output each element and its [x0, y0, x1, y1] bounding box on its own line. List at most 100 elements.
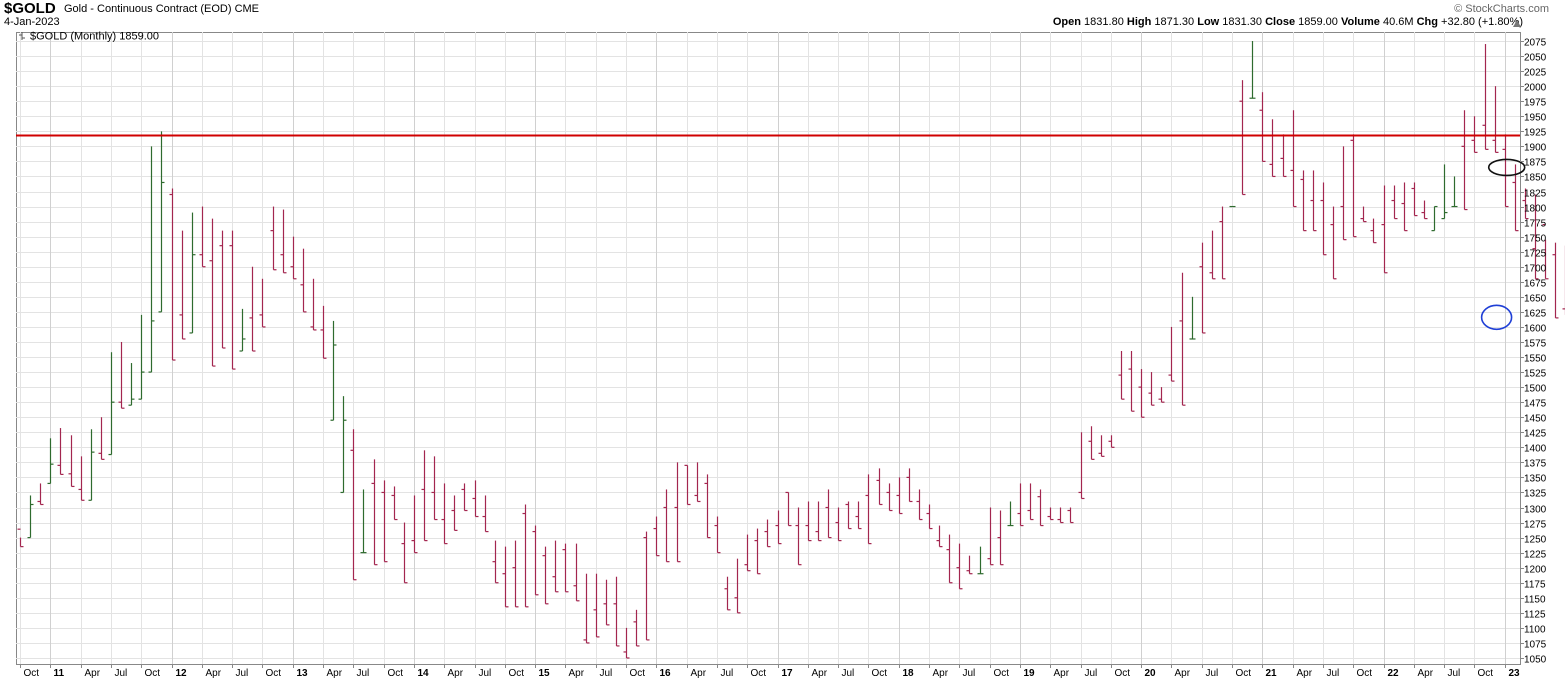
x-tick-label: Jul: [721, 668, 734, 679]
ohlc-bar: [704, 474, 711, 539]
ohlc-bar: [98, 417, 105, 460]
ohlc-bar: [603, 579, 610, 626]
ohlc-bar: [573, 543, 580, 602]
y-tick-label: 1525: [1524, 369, 1547, 380]
x-tick-label: Oct: [1478, 668, 1494, 679]
x-tick-label: Jul: [1327, 668, 1340, 679]
ohlc-bar: [613, 576, 620, 647]
x-tick-label: Apr: [1175, 668, 1191, 679]
x-tick-label: Apr: [1297, 668, 1313, 679]
x-tick-label: 23: [1509, 668, 1521, 679]
x-tick-label: 18: [903, 668, 915, 679]
ohlc-bar: [1037, 489, 1044, 527]
open-label: Open: [1052, 16, 1081, 28]
ohlc-bar: [179, 230, 186, 340]
ohlc-bar: [391, 486, 398, 521]
x-tick-label: Jul: [1448, 668, 1461, 679]
ohlc-bar: [512, 540, 519, 608]
x-tick-label: Oct: [1115, 668, 1131, 679]
contract-description: Gold - Continuous Contract (EOD) CME: [64, 3, 259, 15]
ohlc-bar: [47, 438, 54, 485]
ohlc-bar: [1421, 200, 1428, 220]
ohlc-bar: [1310, 170, 1317, 232]
ohlc-bar: [845, 501, 852, 530]
ohlc-bar: [966, 555, 973, 575]
ohlc-bar: [1471, 116, 1478, 153]
y-tick-label: 1050: [1524, 655, 1547, 666]
y-tick-label: 2050: [1524, 53, 1547, 64]
x-tick-label: Apr: [933, 668, 949, 679]
ohlc-bar: [78, 456, 85, 501]
ohlc-bar: [562, 543, 569, 593]
ohlc-bar: [946, 534, 953, 584]
ohlc-bar: [815, 501, 822, 542]
y-tick-label: 1475: [1524, 399, 1547, 410]
x-tick-label: 13: [297, 668, 309, 679]
ohlc-bar: [482, 495, 489, 533]
ohlc-bar: [1290, 110, 1297, 208]
ohlc-bar: [542, 546, 549, 605]
ohlc-bar: [906, 468, 913, 503]
ohlc-bar: [724, 576, 731, 611]
ohlc-bar: [88, 429, 95, 501]
ohlc-bar: [1007, 501, 1014, 527]
ohlc-bar: [643, 531, 650, 641]
x-tick-label: Oct: [872, 668, 888, 679]
ohlc-bar: [987, 507, 994, 566]
ohlc-bar: [926, 504, 933, 530]
x-tick-label: Oct: [751, 668, 767, 679]
x-tick-label: 17: [782, 668, 794, 679]
y-tick-label: 1575: [1524, 339, 1547, 350]
symbol-title: $GOLD: [4, 0, 56, 17]
ohlc-bar: [461, 483, 468, 512]
ohlc-bar: [896, 477, 903, 515]
ohlc-bar: [330, 320, 337, 421]
ohlc-bar: [633, 609, 640, 647]
x-tick-label: Apr: [448, 668, 464, 679]
ohlc-bar: [1017, 483, 1024, 527]
ohlc-bar: [916, 489, 923, 521]
y-axis: 1050 1075 1100 1125 1150 1175 1200 1225 1250 1275…: [1520, 38, 1547, 666]
high-label: High: [1126, 16, 1152, 28]
y-tick-label: 1725: [1524, 249, 1547, 260]
ohlc-bar: [1189, 296, 1196, 340]
ohlc-bar: [158, 131, 165, 313]
ohlc-bar: [1300, 170, 1307, 232]
low-circle-annotation: [1480, 304, 1513, 331]
ohlc-bar: [1078, 432, 1085, 500]
y-tick-label: 2025: [1524, 68, 1547, 79]
ohlc-bar: [1057, 507, 1064, 524]
ohlc-bar: [1370, 218, 1377, 244]
x-tick-label: Apr: [1418, 668, 1434, 679]
ohlc-bar: [27, 495, 34, 539]
y-tick-label: 1675: [1524, 279, 1547, 290]
ohlc-bar: [431, 456, 438, 521]
change-value: +32.80 (+1.80%): [1441, 16, 1523, 28]
close-label: Close: [1265, 16, 1296, 28]
ohlc-bar: [997, 510, 1004, 566]
ohlc-bar: [57, 428, 64, 475]
legend: $GOLD (Monthly) 1859.00: [19, 31, 159, 43]
ohlc-bar: [1552, 242, 1559, 319]
ohlc-bar: [381, 480, 388, 563]
y-tick-label: 1325: [1524, 489, 1547, 500]
y-tick-label: 1875: [1524, 158, 1547, 169]
ohlc-bar: [340, 396, 347, 494]
ohlc-bar: [855, 501, 862, 530]
ohlc-bar: [411, 495, 418, 554]
ohlc-bar: [1088, 426, 1095, 460]
ohlc-bar: [663, 489, 670, 563]
ohlc-bar: [1381, 185, 1388, 274]
y-tick-label: 1350: [1524, 474, 1547, 485]
close-value: 1859.00: [1298, 16, 1338, 28]
ohlc-bar: [350, 429, 357, 581]
x-tick-label: Oct: [1357, 668, 1373, 679]
y-tick-label: 1425: [1524, 429, 1547, 440]
ohlc-bar: [1340, 146, 1347, 241]
x-tick-label: 21: [1266, 668, 1278, 679]
x-tick-label: Oct: [266, 668, 282, 679]
ohlc-bar: [764, 519, 771, 548]
change-label: Chg: [1416, 16, 1438, 28]
high-circle-annotation: [1487, 158, 1526, 177]
